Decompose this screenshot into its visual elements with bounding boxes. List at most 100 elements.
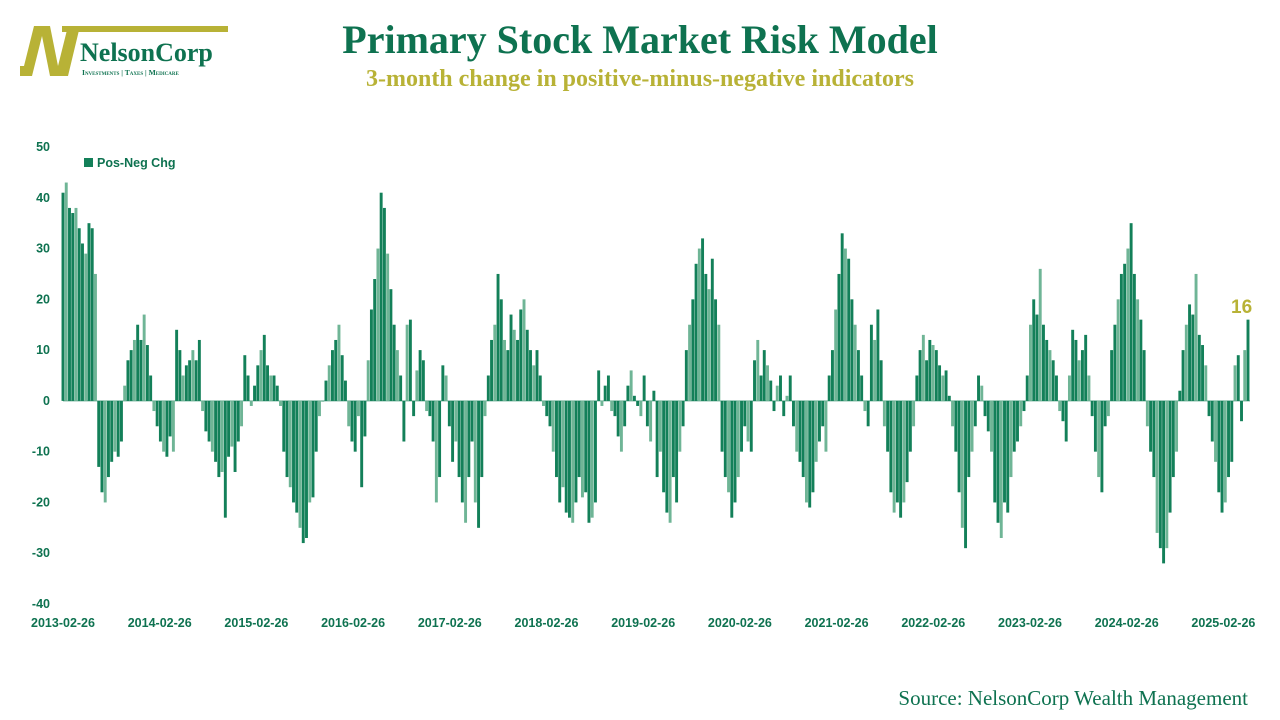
bar	[123, 385, 127, 401]
bar	[301, 400, 305, 544]
bar	[1145, 400, 1149, 427]
bar	[720, 400, 724, 452]
bar	[1158, 400, 1162, 549]
bar	[181, 375, 185, 401]
bar	[490, 339, 494, 401]
bar	[1087, 375, 1091, 401]
bar	[256, 365, 260, 401]
bar	[428, 400, 432, 417]
bar	[1201, 345, 1205, 401]
bar	[892, 400, 896, 513]
bar	[736, 400, 740, 478]
bar	[762, 350, 766, 401]
bar	[470, 400, 474, 442]
bar	[1019, 400, 1023, 427]
bar	[597, 370, 601, 401]
bar	[1035, 314, 1039, 401]
bar	[538, 375, 542, 401]
bar	[318, 400, 321, 417]
bar	[295, 400, 299, 513]
logo-n-mark	[20, 26, 80, 76]
y-tick-label: 30	[36, 242, 50, 256]
bar	[178, 350, 182, 401]
bar	[279, 400, 282, 406]
bar	[253, 385, 257, 401]
bar	[580, 400, 584, 498]
bar	[464, 400, 468, 523]
bar	[964, 400, 968, 549]
bar	[986, 400, 990, 432]
bar	[912, 400, 916, 427]
logo-top-bar	[62, 26, 228, 32]
bar	[1197, 334, 1201, 401]
bar	[606, 375, 610, 401]
bar	[314, 400, 318, 452]
bar	[106, 400, 110, 478]
bar	[542, 400, 545, 406]
bar	[142, 314, 146, 401]
bar	[613, 400, 617, 417]
bar	[1165, 400, 1169, 549]
bar	[97, 400, 101, 467]
bar	[259, 350, 263, 401]
bar	[730, 400, 734, 518]
bar	[1058, 400, 1062, 412]
bar	[704, 273, 708, 401]
bar	[1149, 400, 1153, 452]
bar	[1162, 400, 1166, 564]
bar	[908, 400, 912, 452]
bar	[1142, 350, 1146, 401]
bar	[733, 400, 737, 503]
bar	[902, 400, 906, 503]
x-axis: 2013-02-26 2014-02-26 2015-02-26 2016-02-26…	[31, 616, 1255, 630]
bar	[1113, 324, 1117, 401]
bar	[1227, 400, 1230, 478]
bar	[938, 365, 942, 401]
bar	[441, 365, 445, 401]
bar	[308, 400, 312, 503]
last-value-label: 16	[1231, 297, 1252, 318]
bar	[493, 324, 497, 401]
bar	[100, 400, 104, 493]
bar	[379, 192, 383, 401]
bar	[749, 400, 753, 452]
bar	[967, 400, 971, 478]
bar	[467, 400, 471, 478]
bar	[944, 370, 948, 401]
bar	[652, 390, 656, 401]
bar	[158, 400, 162, 442]
bar	[363, 400, 367, 437]
bar	[1080, 350, 1084, 401]
bar	[1084, 334, 1088, 401]
bar	[347, 400, 351, 427]
bar	[564, 400, 568, 513]
bar	[960, 400, 964, 528]
bar	[889, 400, 893, 493]
bar	[421, 360, 425, 401]
bar	[305, 400, 308, 538]
bar	[675, 400, 679, 503]
bar	[1067, 375, 1071, 401]
bar	[162, 400, 166, 452]
bar	[246, 375, 250, 401]
logo-tagline: Investments | Taxes | Medicare	[82, 68, 180, 77]
bar	[1126, 248, 1130, 401]
bar	[545, 400, 549, 417]
source-note: Source: NelsonCorp Wealth Management	[898, 686, 1248, 710]
bar	[980, 385, 984, 401]
bar	[223, 400, 227, 518]
bar	[571, 400, 575, 523]
bar	[480, 400, 484, 478]
bar	[850, 299, 854, 401]
bar	[337, 324, 341, 401]
bar	[90, 228, 94, 401]
bar	[282, 400, 286, 452]
legend: Pos-Neg Chg	[84, 156, 175, 170]
bar	[532, 365, 536, 401]
bar	[119, 400, 123, 442]
x-tick-label: 2022-02-26	[901, 616, 965, 630]
bar	[1103, 400, 1107, 427]
x-tick-label: 2018-02-26	[515, 616, 579, 630]
bar	[340, 355, 344, 401]
bar	[1054, 375, 1058, 401]
